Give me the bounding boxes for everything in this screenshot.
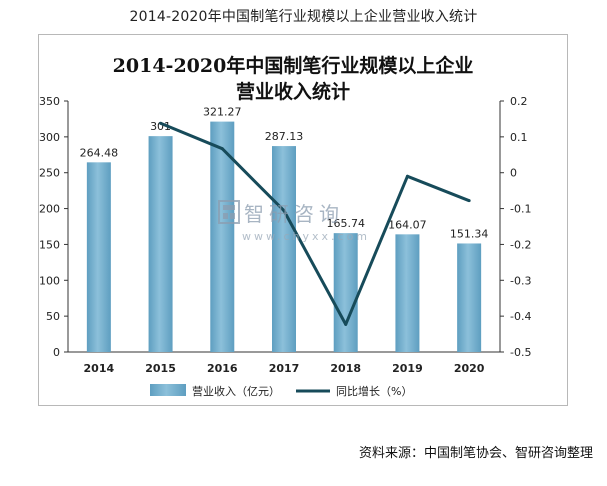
y-left-tick-label: 0	[53, 346, 60, 359]
growth-line	[159, 121, 470, 326]
growth-point	[405, 174, 409, 178]
y-left-tick-label: 350	[39, 95, 60, 108]
y-right-tick-label: 0.2	[510, 95, 528, 108]
y-left-tick-label: 200	[39, 203, 60, 216]
x-tick-label: 2015	[145, 362, 176, 375]
bar	[210, 121, 235, 352]
bar	[272, 146, 296, 352]
bar	[395, 234, 420, 352]
bar	[86, 162, 111, 352]
y-right-tick-label: -0.1	[510, 203, 531, 216]
x-tick-label: 2017	[269, 362, 300, 375]
bar-data-label: 264.48	[80, 146, 119, 159]
source-note: 资料来源：中国制笔协会、智研咨询整理	[358, 446, 593, 461]
x-tick-label: 2014	[84, 362, 115, 375]
legend-bar-swatch	[150, 384, 186, 396]
bar-data-label: 301	[150, 120, 171, 133]
page-title: 2014-2020年中国制笔行业规模以上企业营业收入统计	[129, 9, 478, 25]
x-tick-label: 2018	[330, 362, 361, 375]
x-tick-label: 2016	[207, 362, 238, 375]
watermark-url: www.chyxx.com	[242, 230, 371, 243]
x-tick-label: 2019	[392, 362, 423, 375]
bar-data-label: 151.34	[450, 227, 489, 240]
bar	[333, 233, 358, 352]
growth-point	[159, 121, 163, 125]
growth-point	[220, 147, 224, 151]
watermark-logo-icon	[218, 200, 240, 224]
bar-data-label: 165.74	[326, 217, 365, 230]
y-right-tick-label: 0.1	[510, 131, 528, 144]
growth-point	[282, 209, 286, 213]
chart-title-bg	[88, 50, 498, 102]
bar-data-label: 164.07	[388, 218, 427, 231]
chart-title-line1: 2014-2020年中国制笔行业规模以上企业	[113, 54, 474, 77]
growth-point	[467, 199, 471, 203]
y-right-tick-label: -0.4	[510, 310, 531, 323]
y-right-tick-label: -0.3	[510, 274, 531, 287]
y-left-tick-label: 50	[46, 310, 60, 323]
y-left-tick-label: 300	[39, 131, 60, 144]
y-right-tick-label: -0.5	[510, 346, 531, 359]
y-left-tick-label: 100	[39, 274, 60, 287]
watermark-name: 智研咨询	[244, 202, 344, 226]
chart-title-line2: 营业收入统计	[236, 80, 350, 103]
legend-line-label: 同比增长（%）	[336, 384, 412, 398]
y-right-tick-label: -0.2	[510, 238, 531, 251]
bar	[148, 136, 173, 352]
x-tick-label: 2020	[454, 362, 485, 375]
legend-bar-label: 营业收入（亿元）	[192, 384, 280, 398]
bar-data-label: 287.13	[265, 130, 304, 143]
y-right-tick-label: 0	[510, 167, 517, 180]
bar-data-label: 321.27	[203, 106, 242, 119]
y-left-tick-label: 150	[39, 238, 60, 251]
bar	[457, 243, 482, 352]
growth-point	[344, 322, 348, 326]
y-left-tick-label: 250	[39, 167, 60, 180]
